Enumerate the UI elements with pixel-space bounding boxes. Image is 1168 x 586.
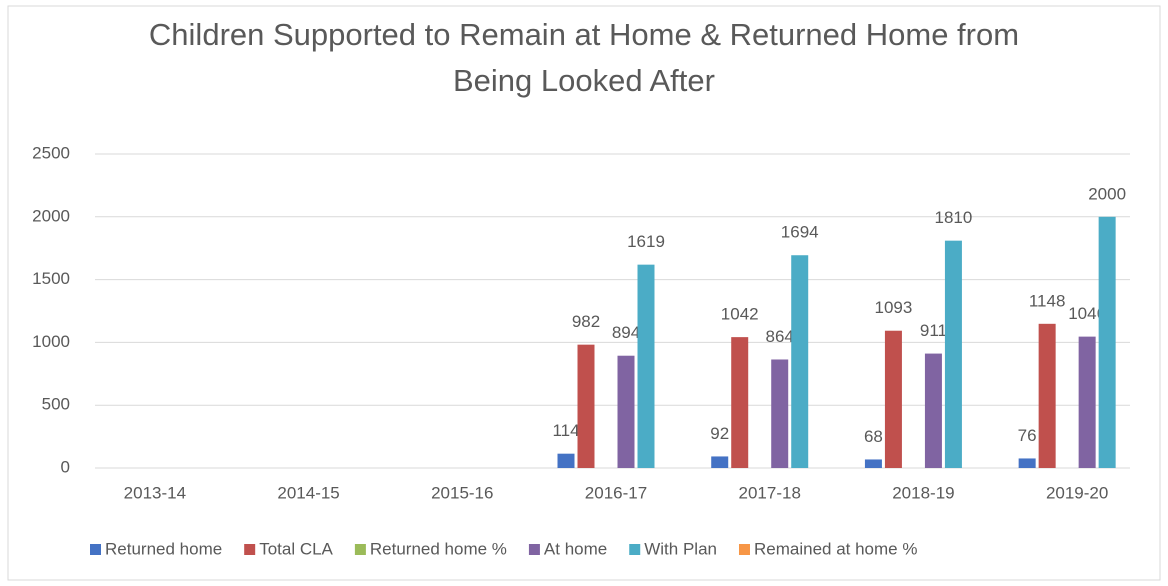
data-label: 1042 [721, 305, 759, 324]
bar [557, 453, 575, 468]
data-label: 1046 [1068, 304, 1106, 323]
x-tick-label: 2018-19 [892, 483, 954, 502]
bar [731, 337, 749, 468]
data-label: 1093 [875, 298, 913, 317]
bar [1098, 216, 1116, 468]
bar [924, 353, 942, 468]
y-tick-label: 1500 [32, 269, 70, 288]
bar [864, 459, 882, 468]
chart-title: Children Supported to Remain at Home & R… [148, 17, 1020, 98]
chart-border [7, 5, 1161, 581]
legend-label: Total CLA [259, 539, 333, 558]
bar [791, 255, 809, 468]
bar [577, 344, 595, 468]
legend-swatch [629, 544, 641, 555]
y-tick-label: 1000 [32, 332, 70, 351]
x-tick-label: 2013-14 [124, 483, 186, 502]
y-tick-label: 2500 [32, 143, 70, 162]
data-label: 982 [572, 312, 600, 331]
x-tick-label: 2016-17 [585, 483, 647, 502]
y-tick-label: 0 [61, 457, 70, 476]
bar [637, 264, 655, 468]
data-label: 911 [920, 321, 947, 340]
data-label: 2000 [1088, 184, 1126, 203]
bar [944, 240, 962, 468]
bar [1038, 323, 1056, 468]
legend-label: Remained at home % [754, 539, 917, 558]
x-tick-label: 2014-15 [277, 483, 339, 502]
legend-swatch [90, 544, 101, 555]
data-label: 92 [710, 424, 729, 443]
legend-swatch [528, 544, 540, 555]
bar [1018, 458, 1036, 468]
legend-label: With Plan [644, 539, 717, 558]
x-tick-label: 2017-18 [739, 483, 801, 502]
data-label: 114 [552, 421, 579, 440]
data-label: 894 [612, 323, 640, 342]
data-label: 1810 [935, 208, 973, 227]
bar [1078, 336, 1096, 468]
legend-label: At home [544, 539, 607, 558]
bar [711, 456, 729, 468]
data-label: 68 [864, 427, 883, 446]
data-label: 1148 [1029, 291, 1066, 310]
bar [617, 355, 635, 468]
legend-swatch [738, 544, 750, 555]
data-label: 1694 [781, 223, 819, 242]
bar [884, 330, 902, 468]
data-label: 864 [766, 327, 794, 346]
bar [771, 359, 789, 468]
legend-label: Returned home [105, 539, 222, 558]
x-tick-label: 2019-20 [1046, 483, 1108, 502]
y-tick-label: 2000 [32, 206, 70, 225]
data-label: 76 [1018, 426, 1037, 445]
legend-swatch [244, 544, 256, 555]
legend-swatch [354, 544, 366, 555]
legend-label: Returned home % [370, 539, 507, 558]
y-tick-label: 500 [42, 395, 70, 414]
data-label: 1619 [627, 232, 665, 251]
x-tick-label: 2015-16 [431, 483, 493, 502]
